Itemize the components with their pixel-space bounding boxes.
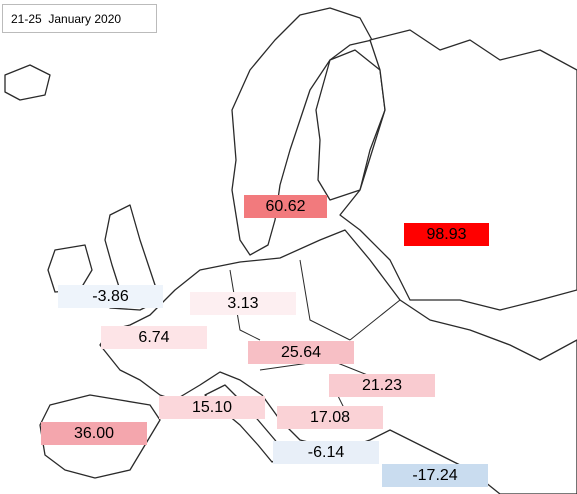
value-box: -6.14 <box>273 441 379 464</box>
value-box: 15.10 <box>159 396 265 419</box>
value-box: 36.00 <box>41 422 147 445</box>
value-box: -17.24 <box>382 464 488 487</box>
country-border <box>229 259 401 421</box>
value-box: 98.93 <box>404 223 489 246</box>
title: 21-25 January 2020 <box>2 4 157 33</box>
value-box: 3.13 <box>190 292 296 315</box>
iceland <box>4 64 51 101</box>
value-box: 6.74 <box>101 326 207 349</box>
value-box: 60.62 <box>244 195 327 218</box>
value-box: 25.64 <box>248 341 354 364</box>
value-box: -3.86 <box>58 285 163 308</box>
value-box: 21.23 <box>329 374 435 397</box>
britain <box>104 204 161 311</box>
scandinavia <box>231 7 373 256</box>
value-box: 17.08 <box>277 406 383 429</box>
russia <box>339 29 577 311</box>
